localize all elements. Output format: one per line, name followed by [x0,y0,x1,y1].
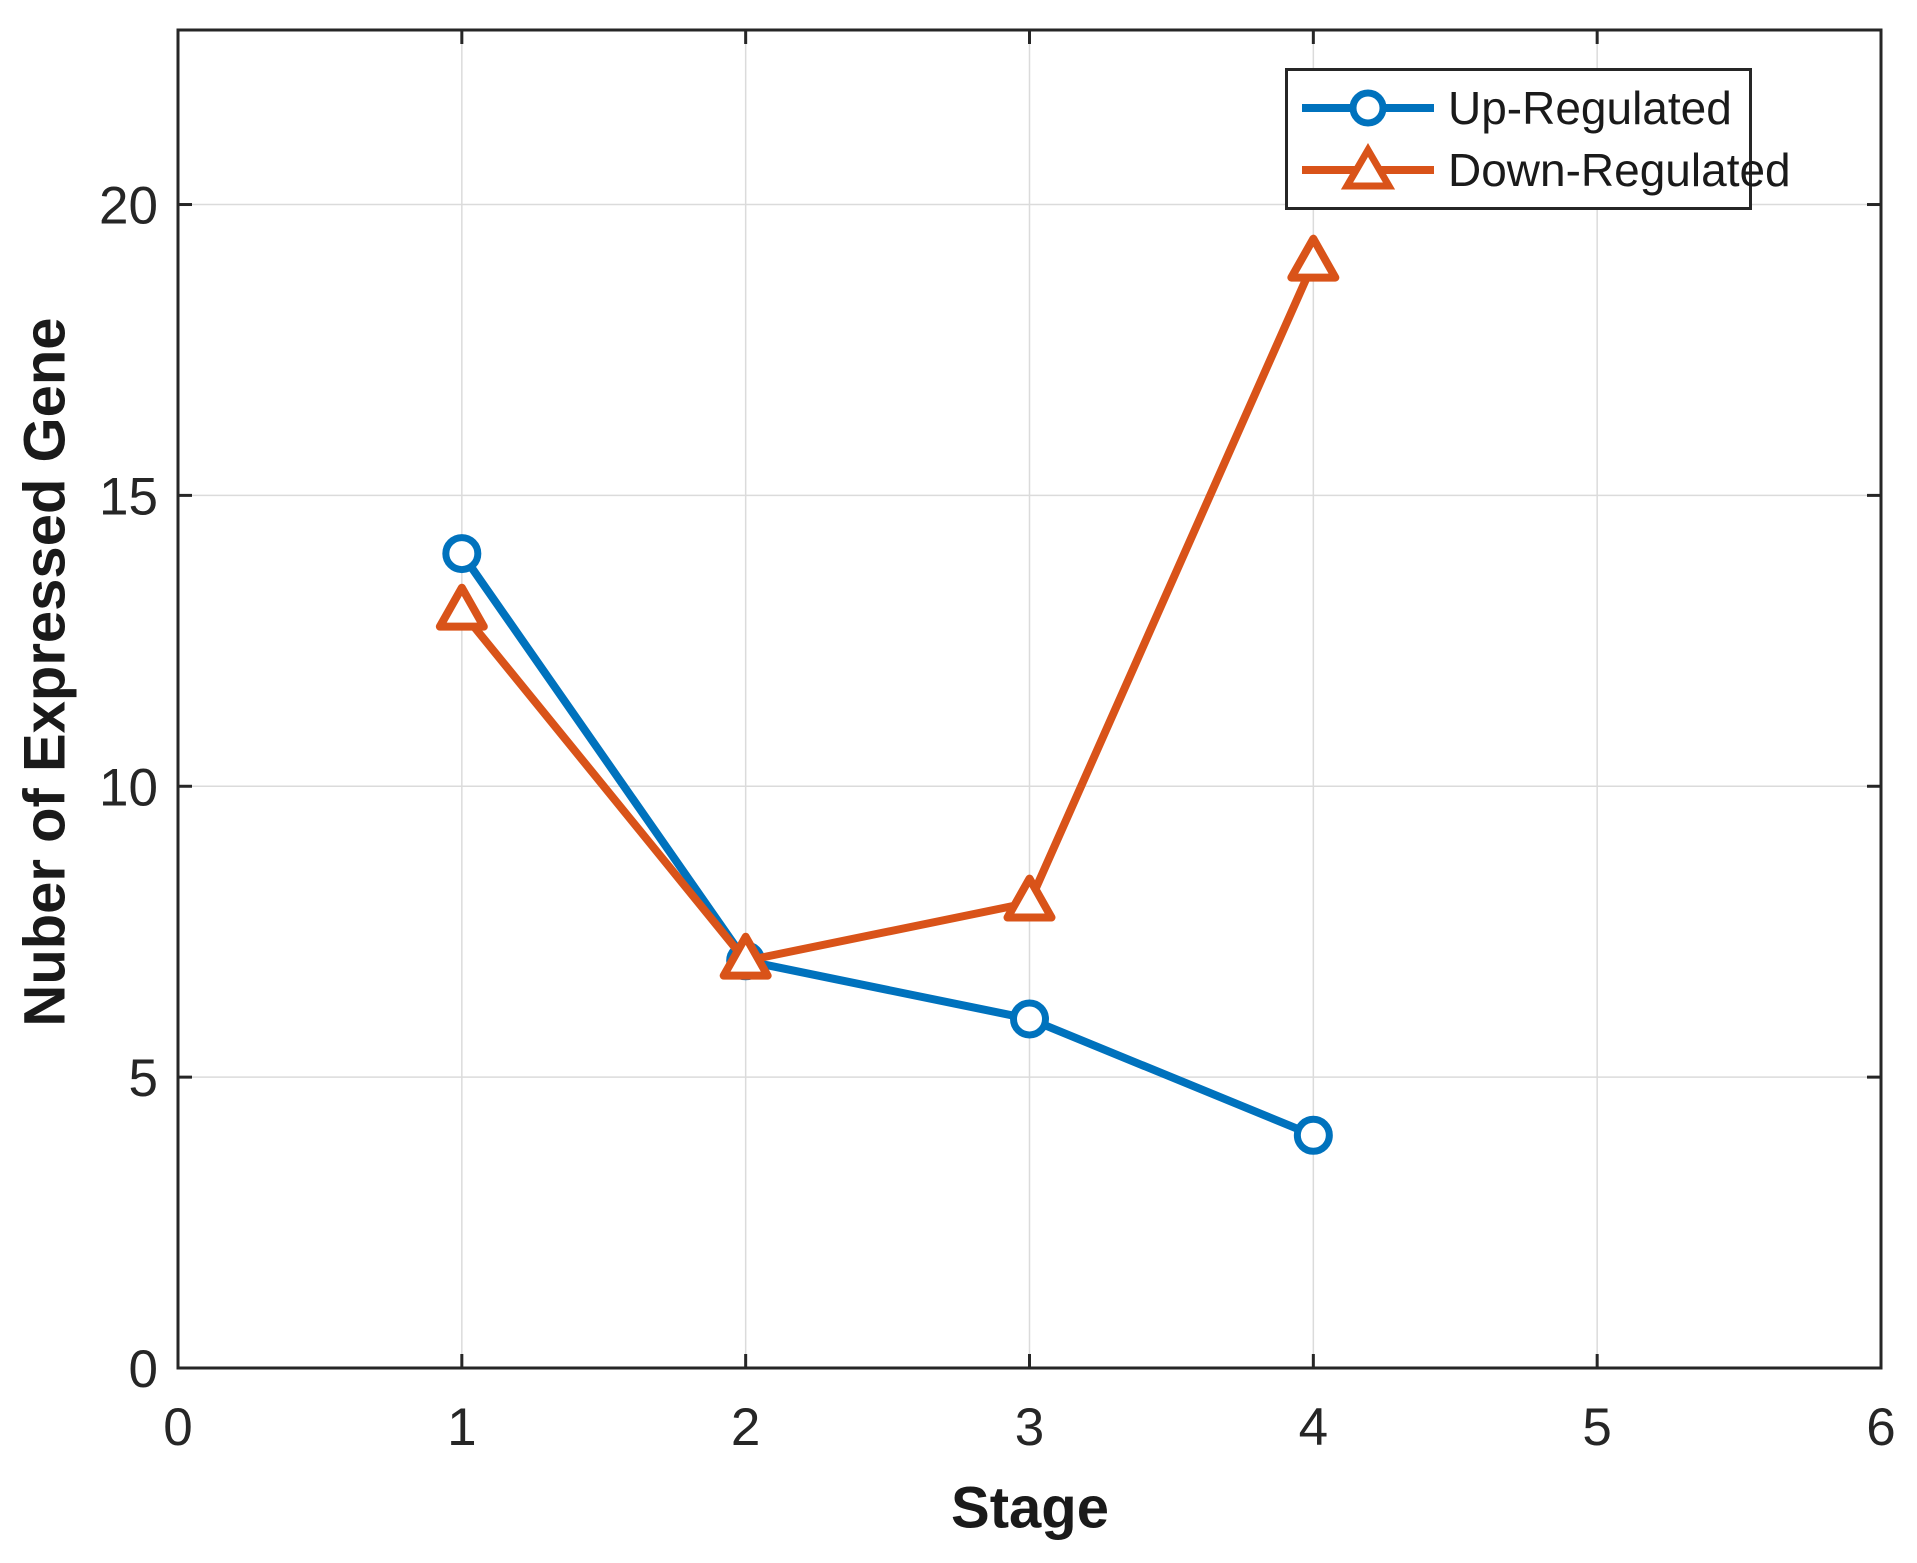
x-tick-label: 0 [163,1398,192,1457]
y-tick-label: 15 [99,467,158,526]
data-point-marker-triangle [435,583,488,631]
y-tick-label: 10 [99,758,158,817]
y-axis-title: Nuber of Expressed Gene [12,317,78,1027]
series-line-down-regulated [457,258,1318,965]
x-tick-label: 1 [447,1398,476,1457]
legend-label-down-regulated: Down-Regulated [1448,144,1791,196]
legend-item-down-regulated: Down-Regulated [1298,139,1791,201]
legend-swatch-line-triangle-icon [1302,143,1434,190]
y-tick-label: 0 [129,1340,158,1399]
x-axis-title: Stage [951,1475,1109,1541]
data-point-marker-triangle [1287,234,1340,282]
y-tick-label: 20 [99,177,158,236]
data-point-marker-circle [1293,1115,1333,1155]
x-tick-label: 2 [731,1398,760,1457]
legend: Up-Regulated Down-Regulated [1285,68,1791,210]
legend-item-up-regulated: Up-Regulated [1298,77,1749,139]
x-tick-label: 6 [1866,1398,1895,1457]
data-point-marker-circle [442,534,482,574]
x-tick-label: 3 [1015,1398,1044,1457]
legend-label-up-regulated: Up-Regulated [1448,82,1732,134]
legend-swatch-line-circle-icon [1302,89,1434,127]
data-point-marker-triangle [719,932,772,980]
x-tick-label: 5 [1582,1398,1611,1457]
x-tick-label: 4 [1299,1398,1328,1457]
series-line-up-regulated [457,549,1318,1140]
data-point-marker-triangle [1003,874,1056,922]
y-tick-label: 5 [129,1049,158,1108]
data-point-marker-circle [1010,999,1049,1039]
